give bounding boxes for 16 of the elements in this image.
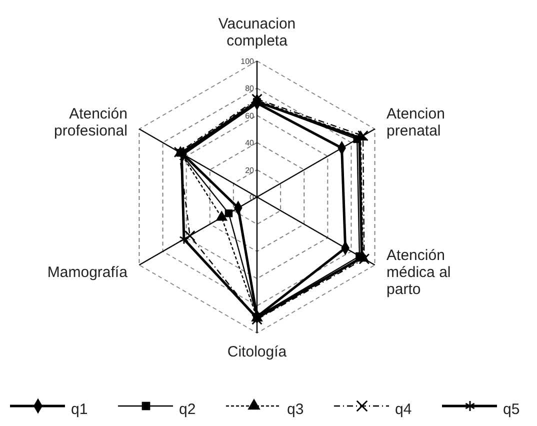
spoke-label: Atención médica al parto [386,246,451,298]
spoke-label: Vacunacion completa [218,15,296,50]
y-tick-label: 40 [245,138,255,148]
legend-label: q1 [71,401,88,418]
y-tick-label: 60 [245,111,255,120]
legend-label: q2 [179,401,196,418]
legend-label: q3 [287,401,304,418]
spoke-label: Mamografía [47,264,128,281]
legend-label: q5 [503,401,520,418]
y-tick-label: 100 [240,57,255,66]
spoke-label: Atención profesional [54,106,128,140]
legend-label: q4 [395,401,412,418]
spoke-label: Atencion prenatal [386,106,445,140]
y-tick-label: 20 [245,166,255,175]
spoke-label: Citología [227,344,288,361]
y-tick-label: 80 [245,84,255,94]
